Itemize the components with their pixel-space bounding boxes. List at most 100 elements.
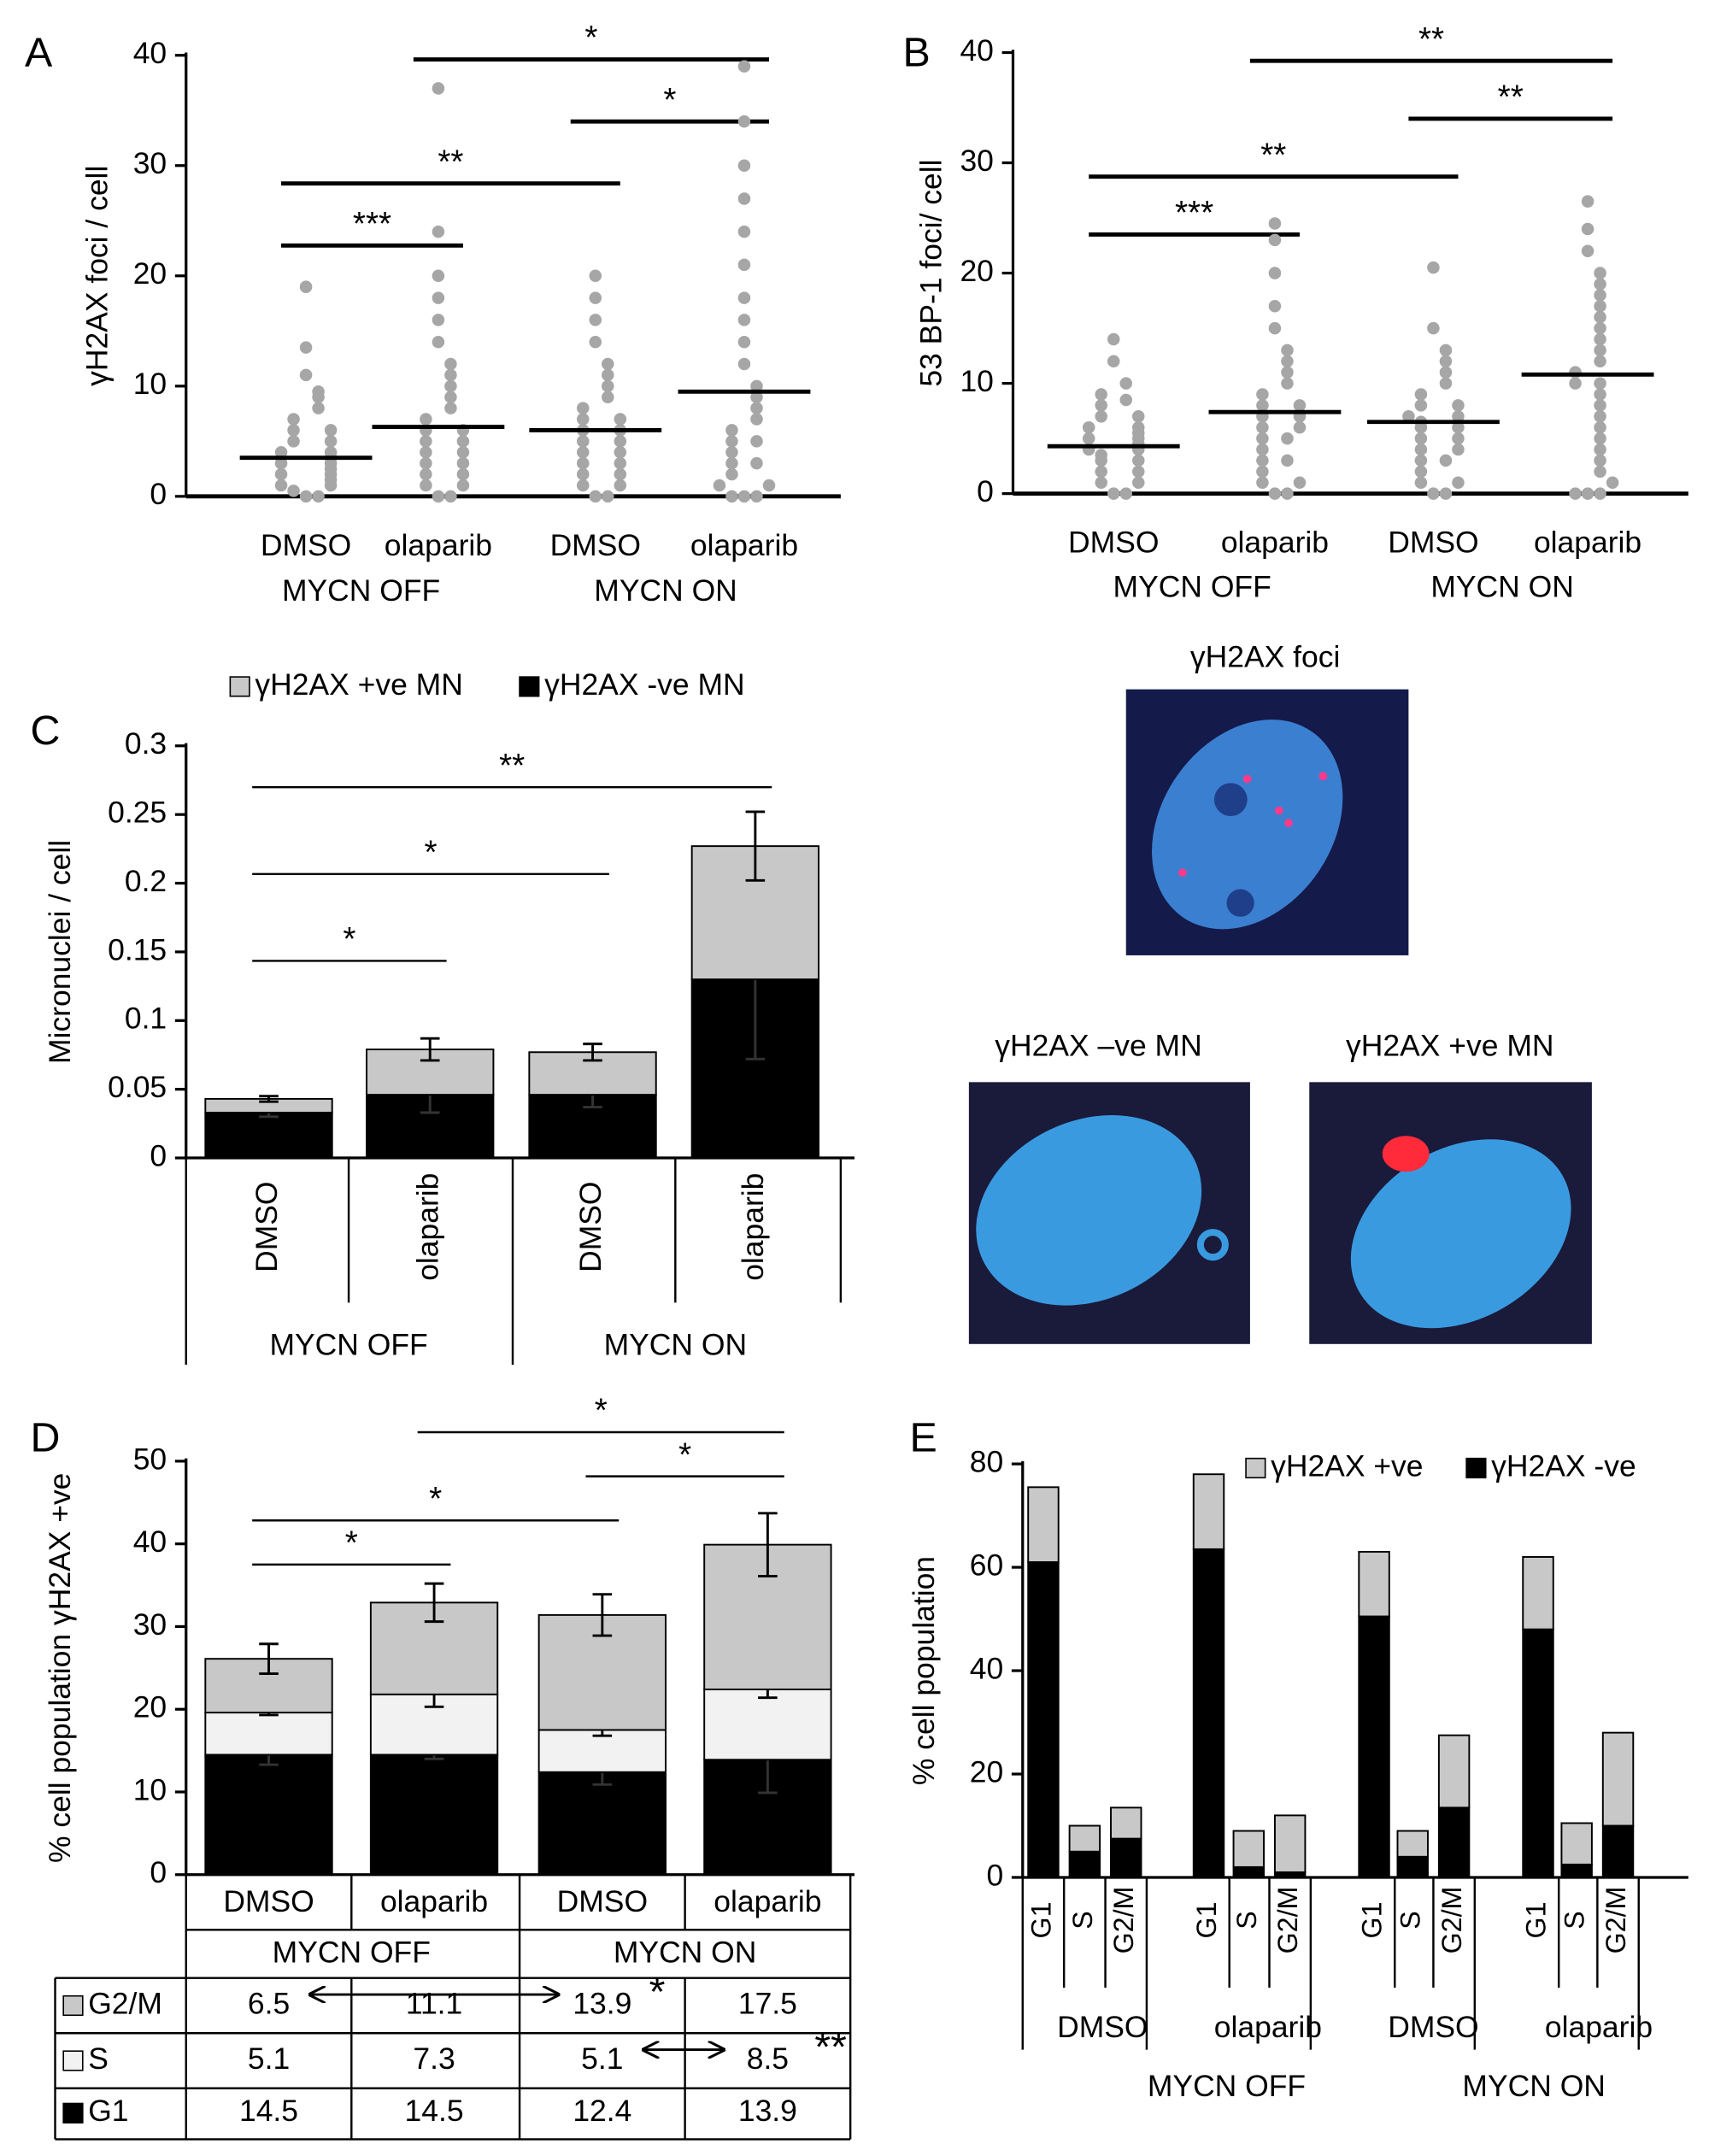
- significance-label: *: [595, 1393, 608, 1430]
- data-dot: [1581, 487, 1594, 500]
- data-dot: [725, 445, 738, 459]
- data-dot: [1119, 377, 1132, 390]
- y-tick-label: 0.1: [125, 1002, 167, 1036]
- nucleolus: [1226, 889, 1254, 917]
- data-dot: [589, 314, 602, 326]
- data-dot: [1293, 399, 1307, 412]
- data-dot: [589, 269, 602, 283]
- data-dot: [1281, 355, 1294, 368]
- data-dot: [1414, 399, 1428, 412]
- bar-segment: [204, 1112, 333, 1160]
- data-dot: [1439, 454, 1453, 467]
- data-dot: [1268, 321, 1282, 335]
- data-dot: [1281, 344, 1294, 357]
- data-dot: [432, 225, 445, 238]
- table-row-label: G2/M: [88, 1986, 162, 2020]
- significance-label: *: [343, 921, 355, 958]
- y-tick-label: 0: [150, 1855, 167, 1889]
- data-dot: [1095, 410, 1107, 423]
- bar-segment: [537, 1771, 667, 1876]
- data-dot: [1119, 487, 1132, 500]
- data-dot: [1594, 410, 1606, 423]
- data-dot: [432, 335, 445, 349]
- y-tick-label: 30: [133, 146, 167, 180]
- data-dot: [1268, 267, 1282, 279]
- bar-segment: [703, 1689, 832, 1761]
- significance-label: **: [499, 748, 525, 784]
- data-dot: [420, 435, 432, 448]
- data-dot: [1119, 393, 1132, 407]
- data-dot: [737, 159, 751, 173]
- panel-letter: B: [902, 30, 930, 76]
- data-dot: [274, 479, 288, 492]
- data-dot: [420, 467, 432, 481]
- significance-label: ***: [1175, 195, 1213, 232]
- data-dot: [1452, 420, 1465, 434]
- data-dot: [725, 467, 738, 481]
- data-dot: [750, 490, 763, 503]
- data-dot: [577, 456, 590, 470]
- data-dot: [737, 115, 751, 128]
- data-dot: [750, 456, 763, 470]
- x-tick-label: DMSO: [223, 1884, 314, 1918]
- x-tick-label: DMSO: [250, 1181, 284, 1272]
- y-tick-label: 40: [133, 1524, 167, 1559]
- y-tick-label: 20: [133, 1690, 167, 1724]
- data-dot: [1594, 344, 1606, 357]
- y-tick-label: 60: [970, 1548, 1003, 1582]
- group-label: MYCN ON: [614, 1936, 756, 1970]
- data-dot: [1606, 476, 1619, 489]
- bar-segment: [1437, 1806, 1471, 1878]
- legend-label: γH2AX -ve MN: [544, 667, 745, 702]
- data-dot: [713, 479, 726, 492]
- data-dot: [312, 385, 325, 398]
- x-tick-label: DMSO: [557, 1884, 648, 1918]
- data-dot: [1594, 388, 1606, 401]
- x-tick-label: olaparib: [714, 1884, 821, 1918]
- data-dot: [1452, 476, 1465, 489]
- significance-label: *: [678, 1436, 691, 1473]
- data-dot: [444, 391, 457, 403]
- data-dot: [1132, 454, 1145, 467]
- table-cell: 11.1: [406, 1986, 462, 2020]
- bar-segment: [1601, 1731, 1635, 1827]
- data-dot: [1452, 399, 1465, 412]
- legend-swatch: [1465, 1457, 1487, 1479]
- x-tick-label: DMSO: [1068, 526, 1159, 560]
- y-tick-label: 40: [960, 33, 993, 68]
- data-dot: [444, 368, 457, 382]
- x-tick-label: olaparib: [385, 528, 492, 562]
- panel-letter: C: [30, 708, 60, 754]
- data-dot: [274, 445, 288, 459]
- data-dot: [1594, 443, 1606, 456]
- data-dot: [1095, 465, 1107, 479]
- bar-segment: [1560, 1863, 1593, 1878]
- bar-segment: [1358, 1550, 1390, 1618]
- data-dot: [299, 280, 313, 293]
- data-dot: [299, 490, 313, 503]
- data-dot: [1594, 278, 1606, 291]
- data-dot: [299, 341, 313, 354]
- x-tick-label: G1: [1191, 1901, 1222, 1938]
- data-dot: [577, 402, 590, 414]
- data-dot: [737, 314, 751, 326]
- group-label: DMSO: [1057, 2010, 1148, 2044]
- data-dot: [1439, 377, 1453, 390]
- significance-label: **: [1498, 79, 1524, 116]
- data-dot: [1132, 476, 1145, 489]
- data-dot: [737, 60, 751, 73]
- data-dot: [432, 314, 445, 326]
- data-dot: [1107, 487, 1120, 500]
- image-caption: γH2AX +ve MN: [1346, 1028, 1553, 1062]
- legend-swatch: [62, 2050, 84, 2071]
- data-dot: [274, 467, 288, 481]
- bar-segment: [1601, 1824, 1635, 1878]
- bar-segment: [1192, 1548, 1225, 1878]
- error-bar: [259, 1642, 279, 1676]
- data-dot: [456, 456, 470, 470]
- data-dot: [1281, 454, 1294, 467]
- data-dot: [432, 269, 445, 283]
- y-tick-label: 50: [133, 1442, 167, 1476]
- table-cell: 5.1: [248, 2041, 290, 2076]
- data-dot: [602, 357, 614, 371]
